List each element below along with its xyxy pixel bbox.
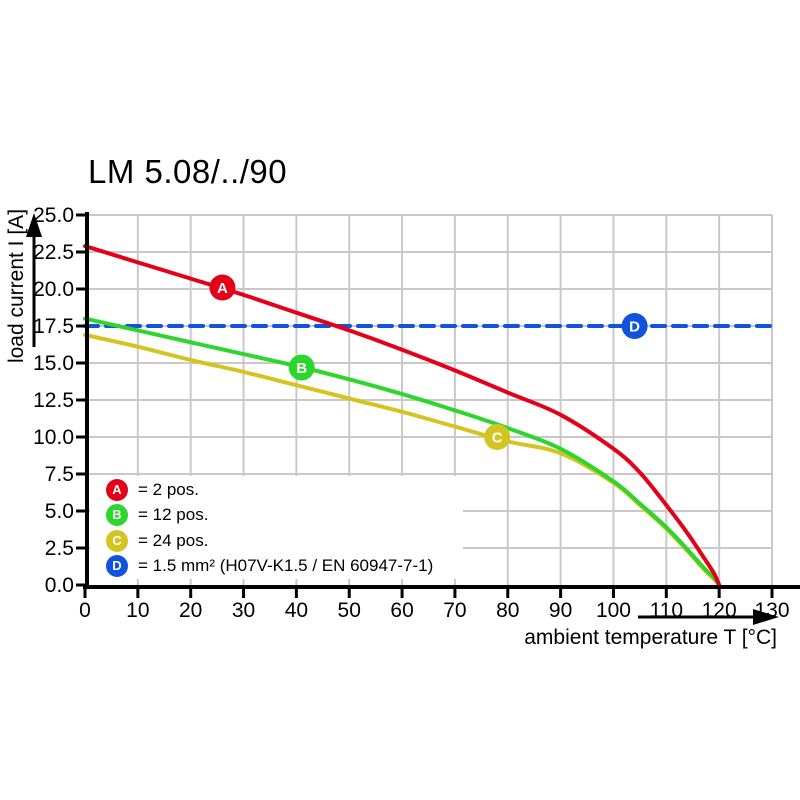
svg-text:0: 0: [79, 599, 91, 622]
marker-C: [484, 424, 511, 450]
legend-label-c: = 24 pos.: [138, 530, 209, 550]
svg-text:120: 120: [702, 599, 737, 622]
legend-item-d: D = 1.5 mm² (H07V-K1.5 / EN 60947-7-1): [106, 554, 463, 580]
svg-text:12.5: 12.5: [33, 389, 74, 412]
x-axis-arrowhead-icon: [753, 609, 779, 625]
svg-text:5.0: 5.0: [45, 500, 74, 523]
svg-text:A: A: [217, 280, 228, 297]
svg-text:D: D: [629, 319, 640, 336]
svg-text:17.5: 17.5: [33, 315, 74, 338]
svg-text:70: 70: [443, 599, 466, 622]
legend-item-a: A = 2 pos.: [106, 477, 463, 503]
legend: A = 2 pos. B = 12 pos. C = 24 pos. D = 1…: [90, 476, 463, 579]
svg-text:20: 20: [179, 599, 202, 622]
curve-B: [83, 316, 722, 587]
marker-D: [621, 313, 648, 339]
legend-marker-d-icon: D: [106, 555, 128, 578]
legend-marker-a-icon: A: [106, 478, 128, 501]
svg-text:22.5: 22.5: [33, 241, 74, 264]
svg-text:B: B: [296, 360, 307, 377]
svg-text:30: 30: [232, 599, 255, 622]
legend-marker-c-icon: C: [106, 529, 128, 552]
svg-text:90: 90: [549, 599, 572, 622]
svg-text:2.5: 2.5: [45, 537, 74, 560]
svg-text:10.0: 10.0: [33, 426, 74, 449]
marker-A: [209, 274, 236, 301]
svg-text:7.5: 7.5: [45, 463, 74, 486]
svg-text:80: 80: [496, 599, 519, 622]
y-axis-label: load current I [A]: [5, 208, 28, 364]
legend-label-a: = 2 pos.: [138, 479, 199, 499]
svg-text:0.0: 0.0: [45, 574, 74, 597]
legend-label-d: = 1.5 mm² (H07V-K1.5 / EN 60947-7-1): [138, 556, 434, 576]
y-axis-arrowhead-icon: [26, 213, 42, 237]
svg-text:15.0: 15.0: [33, 352, 74, 375]
legend-item-b: B = 12 pos.: [106, 503, 463, 529]
legend-label-b: = 12 pos.: [138, 505, 209, 525]
svg-text:50: 50: [338, 599, 361, 622]
svg-text:C: C: [492, 430, 503, 447]
x-axis-label: ambient temperature T [°C]: [524, 626, 777, 649]
legend-marker-b-icon: B: [106, 504, 128, 527]
svg-text:110: 110: [650, 599, 683, 622]
marker-B: [288, 354, 315, 381]
svg-text:100: 100: [596, 599, 631, 622]
svg-text:60: 60: [390, 599, 413, 622]
chart-title: LM 5.08/../90: [88, 153, 288, 190]
legend-item-c: C = 24 pos.: [106, 528, 463, 554]
svg-text:20.0: 20.0: [33, 278, 74, 301]
svg-text:40: 40: [285, 599, 308, 622]
svg-text:25.0: 25.0: [33, 204, 74, 227]
svg-text:10: 10: [126, 599, 149, 622]
